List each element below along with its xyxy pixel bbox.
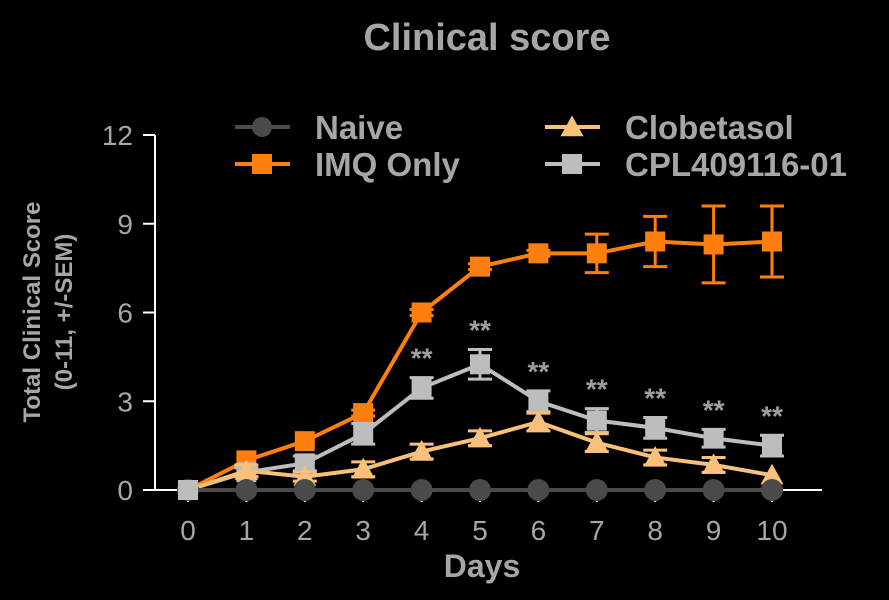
- y-axis-label-line2: (0-11, +/-SEM): [51, 234, 78, 391]
- significance-annotation: **: [761, 400, 783, 431]
- data-point: [351, 457, 375, 479]
- data-point: [235, 479, 258, 501]
- y-tick-label: 9: [117, 209, 133, 240]
- x-tick-label: 2: [297, 515, 313, 546]
- significance-annotation: **: [703, 394, 725, 425]
- data-point: [643, 445, 667, 467]
- data-point: [762, 231, 782, 252]
- data-point: [702, 479, 725, 501]
- series-group: [178, 347, 784, 500]
- significance-annotation: **: [411, 343, 433, 374]
- data-point: [353, 403, 374, 424]
- data-point: [410, 440, 434, 461]
- data-point: [294, 453, 315, 474]
- data-point: [644, 479, 667, 501]
- significance-annotation: **: [644, 383, 666, 414]
- data-point: [410, 479, 433, 501]
- data-point: [703, 428, 724, 449]
- data-point: [234, 459, 258, 480]
- x-tick-label: 3: [355, 515, 371, 546]
- data-point: [586, 410, 607, 431]
- data-point: [645, 231, 666, 252]
- data-point: [760, 463, 784, 485]
- data-point: [762, 435, 782, 456]
- x-tick-label: 9: [706, 515, 722, 546]
- data-point: [527, 479, 550, 501]
- data-point: [353, 423, 374, 444]
- legend-label: Clobetasol: [625, 109, 794, 146]
- data-point: [470, 354, 490, 375]
- legend-marker: [252, 154, 272, 174]
- x-tick-label: 10: [756, 515, 787, 546]
- data-point: [411, 302, 432, 323]
- data-point: [178, 480, 198, 500]
- data-point: [702, 453, 726, 475]
- data-point: [293, 479, 316, 501]
- data-point: [352, 479, 375, 501]
- data-point: [468, 426, 492, 448]
- significance-annotation: **: [469, 314, 491, 345]
- x-tick-label: 8: [647, 515, 663, 546]
- data-point: [585, 479, 608, 501]
- y-axis-label-line1: Total Clinical Score: [19, 202, 46, 423]
- y-tick-label: 6: [117, 298, 133, 329]
- data-point: [585, 431, 609, 452]
- significance-annotation: **: [528, 356, 550, 387]
- series-group: [178, 204, 784, 500]
- chart-title: Clinical score: [363, 17, 610, 59]
- x-axis-label: Days: [444, 548, 521, 584]
- data-point: [528, 243, 549, 264]
- x-tick-label: 1: [239, 515, 255, 546]
- x-tick-label: 7: [589, 515, 605, 546]
- significance-annotation: **: [586, 374, 608, 405]
- data-point: [528, 391, 549, 412]
- legend-label: CPL409116-01: [625, 146, 847, 183]
- x-tick-label: 5: [472, 515, 488, 546]
- y-tick-label: 3: [117, 386, 133, 417]
- x-tick-label: 0: [180, 515, 196, 546]
- x-tick-label: 6: [531, 515, 547, 546]
- series-group: [177, 479, 783, 501]
- x-tick-label: 4: [414, 515, 430, 546]
- y-tick-label: 0: [117, 475, 133, 506]
- data-point: [470, 256, 490, 277]
- y-tick-label: 12: [102, 120, 133, 151]
- plot-area: ** ** ** ** ** ** **: [177, 204, 784, 501]
- legend-marker: [252, 117, 272, 137]
- legend-label: IMQ Only: [315, 146, 460, 183]
- data-point: [645, 417, 666, 438]
- data-point: [703, 234, 724, 255]
- data-point: [526, 410, 550, 432]
- data-point: [761, 479, 783, 501]
- data-point: [294, 431, 315, 452]
- legend-marker: [560, 115, 584, 137]
- data-point: [411, 377, 432, 398]
- data-point: [586, 243, 607, 264]
- data-point: [469, 479, 491, 501]
- legend-label: Naive: [315, 109, 403, 146]
- legend-marker: [562, 154, 582, 174]
